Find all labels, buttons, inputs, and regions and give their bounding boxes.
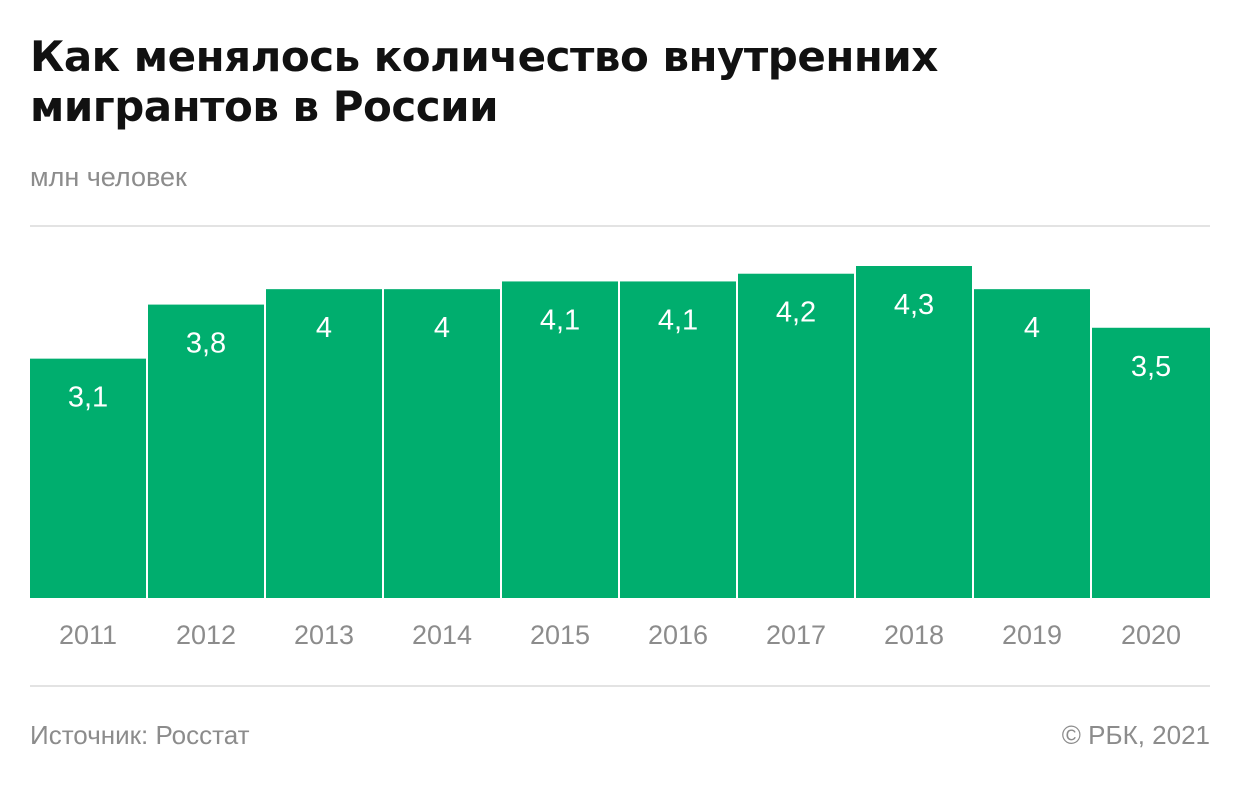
bar-2012: [148, 304, 264, 598]
bar-value-label-2019: 4: [1024, 312, 1040, 344]
bar-value-label-2015: 4,1: [540, 304, 580, 336]
bar-2018: [856, 266, 972, 598]
bar-value-label-2016: 4,1: [658, 304, 698, 336]
x-tick-label-2011: 2011: [59, 620, 117, 650]
bar-2013: [266, 289, 382, 598]
x-tick-label-2016: 2016: [648, 620, 708, 650]
x-tick-label-2019: 2019: [1002, 620, 1062, 650]
source-note: Источник: Росстат: [30, 720, 250, 750]
bars-group: [30, 266, 1210, 598]
value-labels-group: 3,1 3,8 4 4 4,1 4,1 4,2 4,3 4 3,5: [68, 289, 1171, 414]
x-tick-label-2018: 2018: [884, 620, 944, 650]
x-tick-label-2012: 2012: [176, 620, 236, 650]
chart-subtitle: млн человек: [30, 162, 187, 192]
x-tick-label-2017: 2017: [766, 620, 826, 650]
bar-2020: [1092, 327, 1210, 598]
bar-2011: [30, 358, 146, 598]
bar-2016: [620, 281, 736, 598]
x-tick-label-2013: 2013: [294, 620, 354, 650]
bar-value-label-2012: 3,8: [186, 328, 226, 360]
bar-2014: [384, 289, 500, 598]
bar-value-label-2017: 4,2: [776, 297, 816, 329]
x-tick-label-2014: 2014: [412, 620, 472, 650]
bar-value-label-2014: 4: [434, 312, 450, 344]
bar-value-label-2018: 4,3: [894, 289, 934, 321]
bar-value-label-2020: 3,5: [1131, 351, 1171, 383]
top-divider: [30, 225, 1210, 227]
bar-2015: [502, 281, 618, 598]
bar-value-label-2011: 3,1: [68, 382, 108, 414]
copyright-note: © РБК, 2021: [1061, 720, 1210, 750]
x-tick-labels-group: 2011 2012 2013 2014 2015 2016 2017 2018 2019 2020: [59, 620, 1181, 650]
bottom-divider: [30, 685, 1210, 687]
bar-2017: [738, 273, 854, 598]
chart-title: Как менялось количество внутренних мигра…: [30, 32, 938, 131]
bar-2019: [974, 289, 1090, 598]
x-tick-label-2020: 2020: [1121, 620, 1181, 650]
bar-value-label-2013: 4: [316, 312, 332, 344]
x-tick-label-2015: 2015: [530, 620, 590, 650]
